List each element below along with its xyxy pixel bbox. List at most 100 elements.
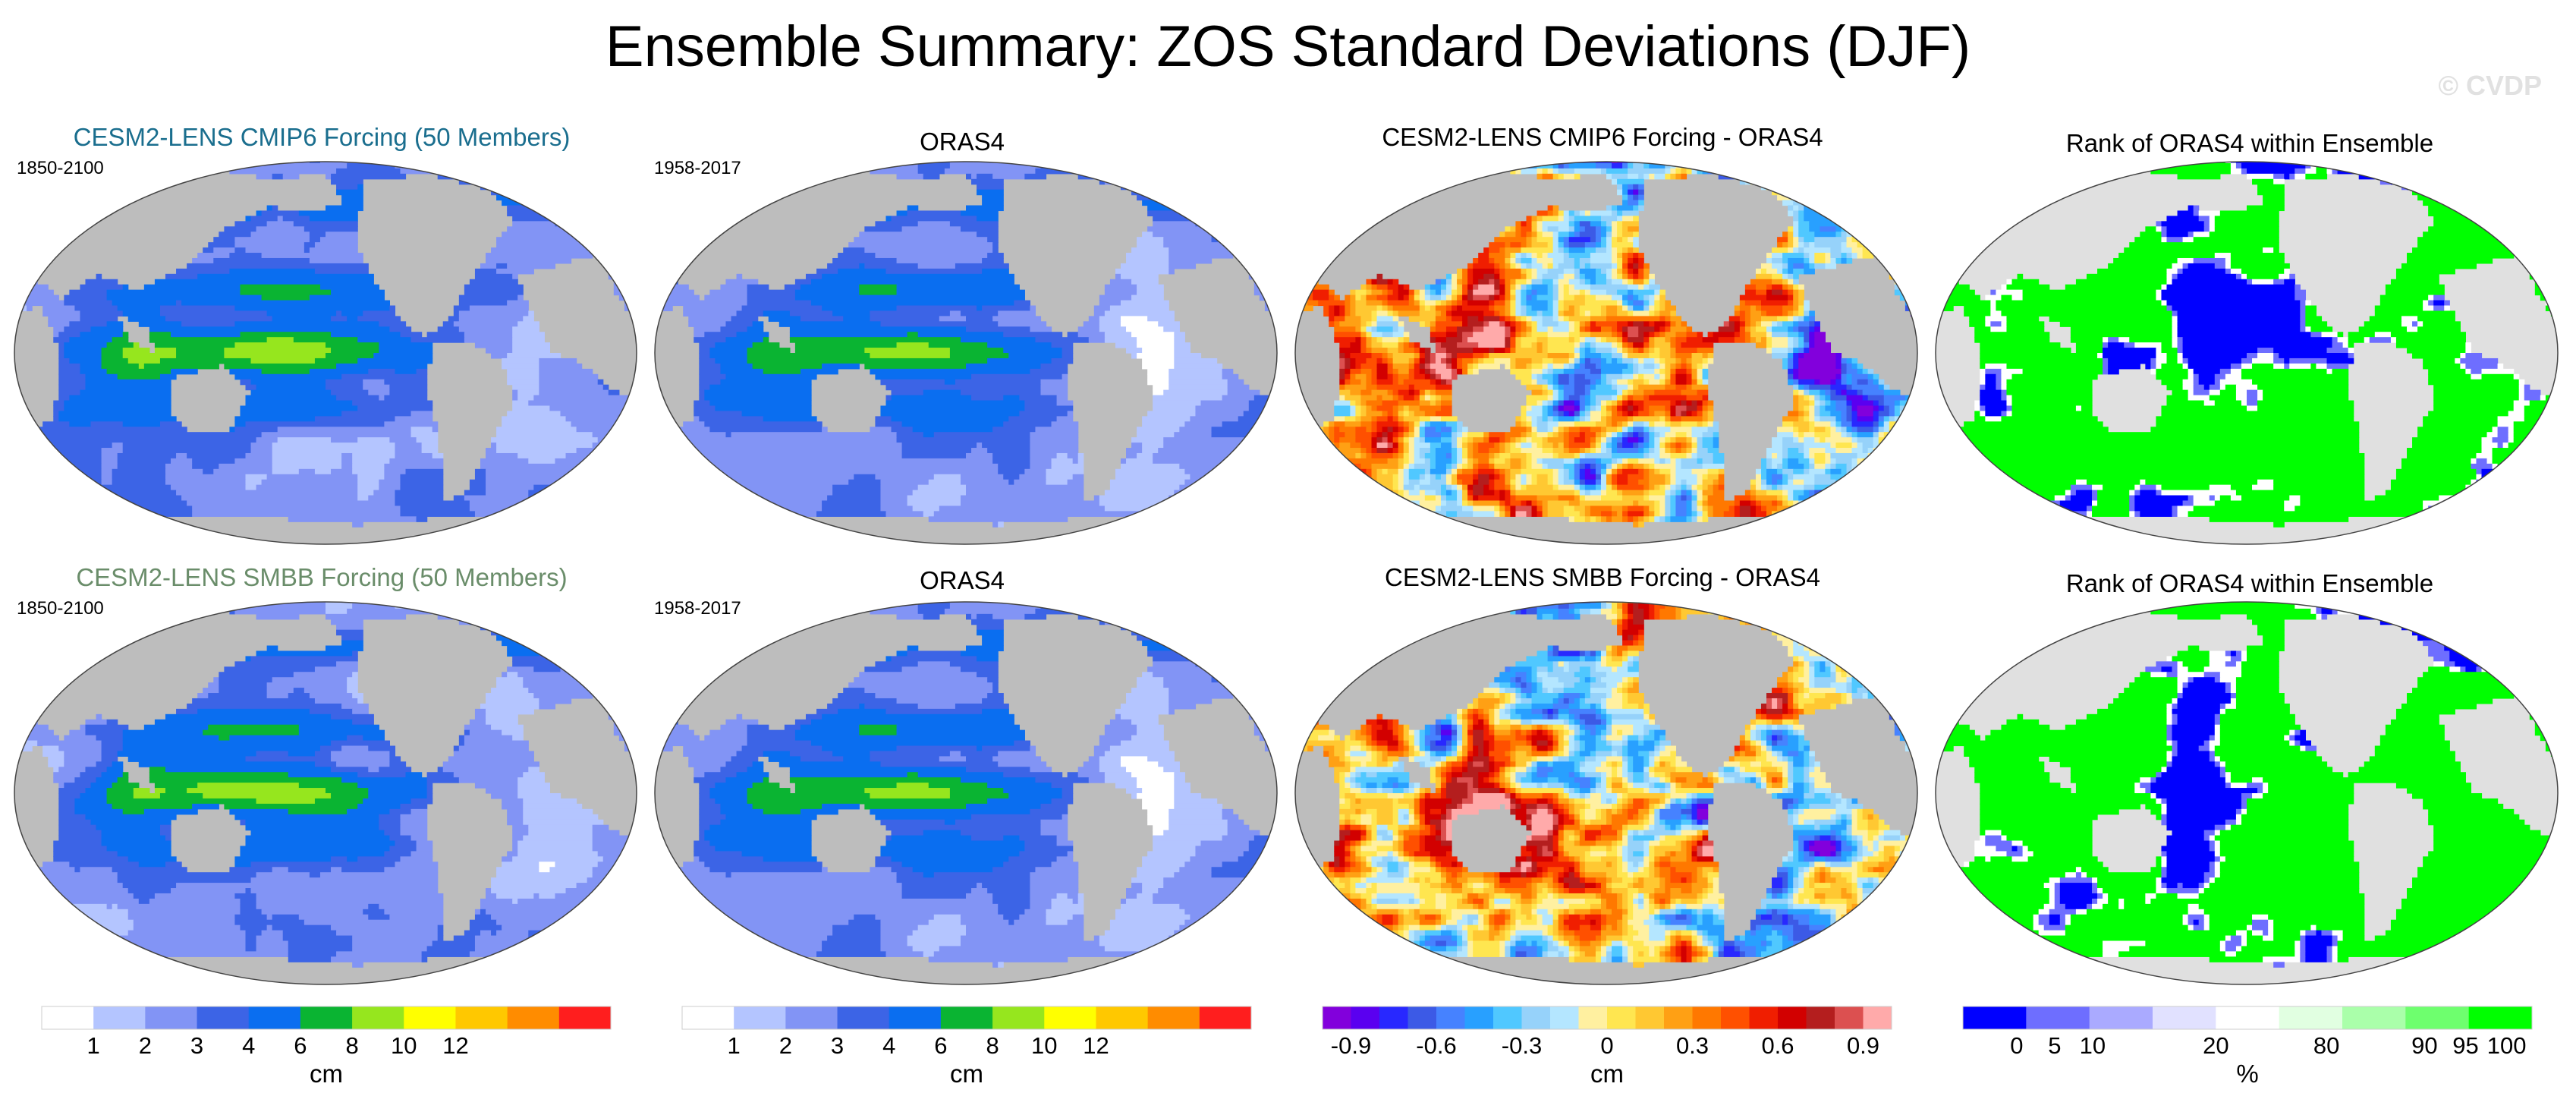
grid-cell [1633,379,1644,386]
grid-cell [1798,348,1804,354]
grid-cell [1851,363,1858,370]
grid-cell [523,316,534,322]
grid-cell [1910,495,1917,502]
grid-cell [1744,162,1751,164]
grid-cell [1793,216,1799,222]
grid-cell [1830,511,1837,517]
grid-cell [1617,342,1623,348]
grid-cell [1814,416,1820,422]
grid-cell [1622,221,1639,227]
grid-cell [1547,332,1570,338]
grid-cell [1521,437,1527,443]
grid-cell [1295,474,1297,480]
grid-cell [1643,357,1655,364]
grid-cell [1744,173,1751,180]
grid-cell [1376,337,1383,343]
grid-cell [1760,479,1767,486]
grid-cell [1835,232,1842,238]
grid-cell [1329,495,1340,502]
grid-cell [1766,484,1772,491]
grid-cell [1531,389,1543,396]
grid-cell [1526,411,1543,417]
grid-cell [1788,168,1794,175]
grid-cell [53,495,182,502]
grid-cell [1126,253,1169,259]
grid-cell [1825,437,1853,443]
grid-cell [1424,363,1431,370]
grid-cell [1558,321,1570,327]
grid-cell [1360,400,1367,407]
grid-cell [1403,432,1410,438]
grid-cell [127,316,166,322]
grid-cell [1179,463,1277,470]
grid-cell [1515,289,1522,296]
grid-cell [64,348,102,354]
grid-cell [977,305,983,312]
grid-cell [655,168,689,175]
grid-cell [1702,458,1714,465]
grid-cell [1174,342,1191,348]
grid-cell [400,506,470,512]
grid-cell [1793,268,1804,275]
grid-cell [1345,373,1351,380]
grid-cell [1894,516,1901,522]
grid-cell [1617,178,1644,185]
grid-cell [341,194,363,201]
grid-cell [1295,257,1297,264]
grid-cell [1452,448,1458,454]
grid-cell [709,289,748,296]
grid-cell [106,321,124,327]
grid-cell [1883,221,1895,227]
grid-cell [1382,305,1389,312]
grid-cell [1398,506,1410,512]
grid-cell [1883,416,1890,422]
grid-cell [1297,474,1303,480]
grid-cell [1830,178,1842,185]
grid-cell [1462,484,1468,491]
grid-cell [395,162,508,169]
grid-cell [58,373,86,380]
grid-cell [1168,495,1271,502]
grid-cell [1804,416,1810,422]
grid-cell [384,421,439,427]
grid-cell [1643,332,1650,338]
grid-cell [1563,363,1570,370]
grid-cell [1542,216,1559,222]
grid-cell [1904,421,1917,427]
grid-cell [1894,168,1901,175]
grid-cell [1804,168,1810,175]
grid-cell [1457,300,1463,307]
grid-cell [437,326,460,332]
grid-cell [1387,162,1399,169]
grid-cell [1424,300,1436,307]
grid-cell [1590,395,1596,402]
grid-cell [1329,432,1335,438]
period-label-r2c1: 1850-2100 [17,598,104,619]
grid-cell [1440,474,1447,480]
grid-cell [1445,357,1452,364]
grid-cell [272,448,396,454]
grid-cell [2273,178,2285,185]
grid-cell [1334,432,1345,438]
grid-cell [1489,162,1500,169]
grid-cell [1777,242,1783,248]
grid-cell [655,184,678,191]
grid-cell [1600,363,1628,370]
grid-cell [1697,495,1703,502]
grid-cell [1633,184,1639,191]
grid-cell [1862,395,1869,402]
grid-cell [1398,421,1404,427]
grid-cell [1766,342,1772,348]
grid-cell [27,305,33,312]
grid-cell [1387,511,1394,517]
grid-cell [1259,437,1277,443]
grid-cell [1419,506,1436,512]
grid-cell [1473,368,1479,375]
grid-cell [1435,310,1442,317]
grid-cell [634,316,637,322]
grid-cell [1873,432,1879,438]
grid-cell [1830,173,1837,180]
grid-cell [1323,463,1329,470]
grid-cell [1552,237,1559,243]
grid-cell [1617,437,1623,443]
